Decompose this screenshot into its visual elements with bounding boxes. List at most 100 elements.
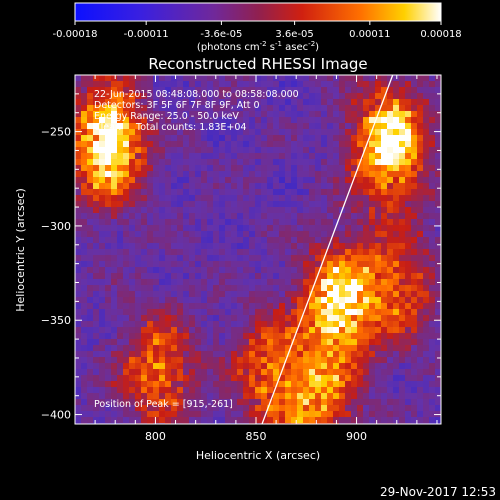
heatmap-cell [429,231,435,237]
heatmap-cell [195,369,201,375]
heatmap-cell [393,165,399,171]
heatmap-cell [141,135,147,141]
heatmap-cell [213,297,219,303]
heatmap-cell [189,153,195,159]
heatmap-cell [177,207,183,213]
heatmap-cell [333,405,339,411]
heatmap-cell [363,171,369,177]
heatmap-cell [201,153,207,159]
heatmap-cell [297,249,303,255]
heatmap-cell [381,243,387,249]
heatmap-cell [327,327,333,333]
heatmap-cell [255,231,261,237]
heatmap-cell [231,105,237,111]
heatmap-cell [315,267,321,273]
heatmap-cell [165,267,171,273]
heatmap-cell [165,207,171,213]
heatmap-cell [297,177,303,183]
heatmap-cell [273,141,279,147]
heatmap-cell [195,333,201,339]
heatmap-cell [213,93,219,99]
heatmap-cell [237,75,243,81]
heatmap-cell [243,135,249,141]
heatmap-cell [105,267,111,273]
heatmap-cell [93,231,99,237]
heatmap-cell [405,333,411,339]
heatmap-cell [267,147,273,153]
heatmap-cell [207,375,213,381]
heatmap-cell [105,201,111,207]
heatmap-cell [117,201,123,207]
heatmap-cell [195,75,201,81]
heatmap-cell [249,207,255,213]
heatmap-cell [159,75,165,81]
heatmap-cell [75,177,81,183]
heatmap-cell [351,291,357,297]
heatmap-cell [165,285,171,291]
heatmap-cell [111,279,117,285]
heatmap-cell [141,201,147,207]
heatmap-cell [387,393,393,399]
heatmap-cell [345,219,351,225]
heatmap-cell [357,357,363,363]
heatmap-cell [117,393,123,399]
heatmap-cell [327,261,333,267]
heatmap-cell [351,207,357,213]
heatmap-cell [411,417,417,423]
heatmap-cell [405,243,411,249]
heatmap-cell [339,309,345,315]
heatmap-cell [351,225,357,231]
heatmap-cell [339,327,345,333]
heatmap-cell [411,279,417,285]
heatmap-cell [381,273,387,279]
heatmap-cell [99,273,105,279]
heatmap-cell [117,177,123,183]
heatmap-cell [399,381,405,387]
heatmap-cell [93,249,99,255]
heatmap-cell [369,195,375,201]
heatmap-cell [399,171,405,177]
heatmap-cell [135,333,141,339]
heatmap-cell [195,327,201,333]
heatmap-cell [261,231,267,237]
heatmap-cell [399,339,405,345]
heatmap-cell [87,321,93,327]
heatmap-cell [315,297,321,303]
heatmap-cell [177,303,183,309]
heatmap-cell [291,243,297,249]
heatmap-cell [369,111,375,117]
heatmap-cell [315,375,321,381]
heatmap-cell [183,153,189,159]
heatmap-cell [195,177,201,183]
heatmap-cell [123,255,129,261]
heatmap-cell [423,381,429,387]
annotation-total-counts: Clean Total counts: 1.83E+04 [94,122,246,133]
heatmap-cell [111,159,117,165]
heatmap-cell [195,123,201,129]
heatmap-cell [261,171,267,177]
heatmap-cell [117,87,123,93]
heatmap-cell [243,195,249,201]
heatmap-cell [261,237,267,243]
heatmap-cell [243,375,249,381]
heatmap-cell [129,381,135,387]
heatmap-cell [255,261,261,267]
heatmap-cell [387,345,393,351]
heatmap-cell [111,183,117,189]
heatmap-cell [81,135,87,141]
heatmap-cell [417,153,423,159]
heatmap-cell [369,243,375,249]
heatmap-cell [393,303,399,309]
heatmap-cell [273,195,279,201]
heatmap-cell [117,315,123,321]
heatmap-cell [381,135,387,141]
heatmap-cell [225,309,231,315]
heatmap-cell [135,327,141,333]
heatmap-cell [321,93,327,99]
heatmap-cell [291,195,297,201]
heatmap-cell [129,147,135,153]
heatmap-cell [297,81,303,87]
heatmap-cell [291,117,297,123]
heatmap-cell [267,285,273,291]
heatmap-cell [393,393,399,399]
